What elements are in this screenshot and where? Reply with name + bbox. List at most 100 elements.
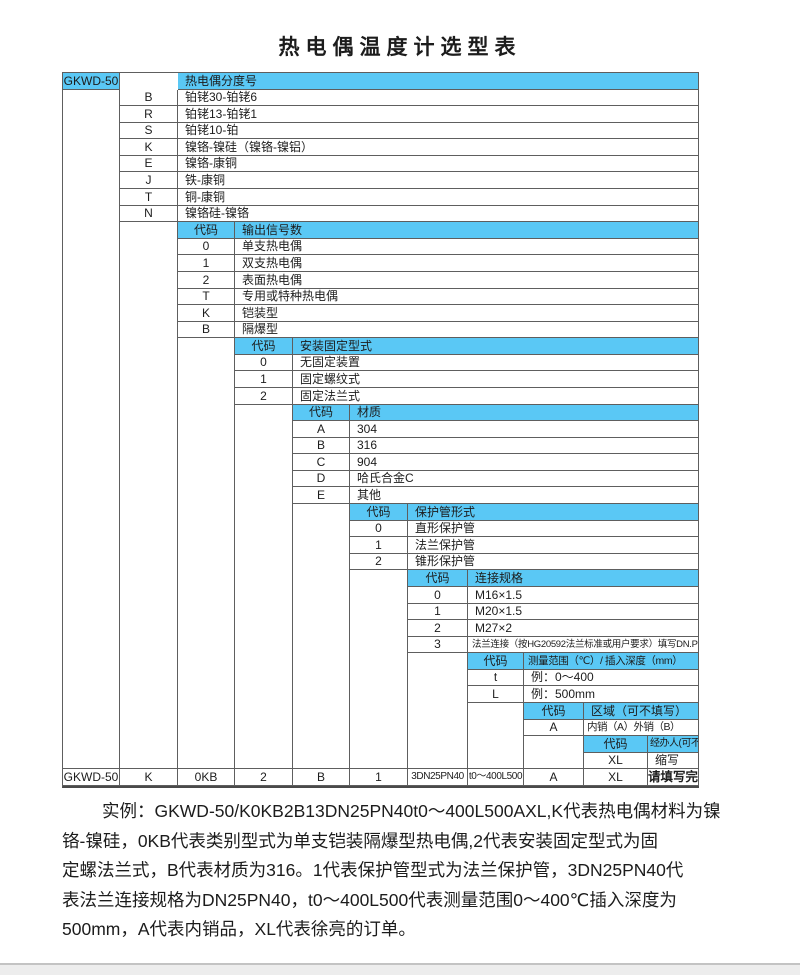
option-code-cell: K [178, 305, 235, 322]
option-label-cell: M16×1.5 [468, 587, 699, 604]
option-code-cell: J [120, 172, 178, 189]
example-note-line: 实例：GKWD-50/K0KB2B13DN25PN40t0～400L500AXL… [102, 801, 721, 821]
option-label-cell: 铁-康铜 [178, 172, 699, 189]
option-label-cell: 例：500mm [524, 686, 699, 703]
option-code-cell: 0 [350, 521, 408, 537]
option-code-cell: T [178, 289, 235, 305]
option-label-cell: M20×1.5 [468, 604, 699, 620]
option-label-cell: 铂铑13-铂铑1 [178, 106, 699, 123]
selector-table: GKWD-50 热电偶分度号 B 铂铑30-铂铑6 R 铂铑13-铂铑1 S 铂铑10-铂 K 镍… [62, 72, 699, 788]
option-code-cell: t [468, 670, 524, 686]
option-label-cell: 铂铑30-铂铑6 [178, 90, 699, 106]
option-code-cell: S [120, 123, 178, 139]
option-label-cell: 哈氏合金C [350, 471, 699, 487]
example-row-cell: GKWD-50 [63, 769, 120, 786]
option-code-cell: E [120, 156, 178, 172]
option-code-cell: 1 [408, 604, 468, 620]
option-label-cell: M27×2 [468, 620, 699, 637]
example-row-cell: 3DN25PN40 [408, 769, 468, 786]
section-code-header-cell: 代码 [235, 338, 293, 355]
option-label-cell: 铠装型 [235, 305, 699, 322]
option-code-cell: 2 [178, 272, 235, 289]
option-label-cell: 镍铬-镍硅（镍铬-镍铝） [178, 139, 699, 156]
option-code-cell: XL [584, 753, 648, 769]
option-code-cell: 0 [408, 587, 468, 604]
option-code-cell: 0 [235, 355, 293, 371]
option-code-cell: 2 [235, 388, 293, 405]
option-label-cell: 单支热电偶 [235, 239, 699, 255]
page-title: 热电偶温度计选型表 [278, 36, 522, 59]
option-label-cell: 法兰连接（按HG20592法兰标准或用户要求）填写DN.PN [468, 637, 699, 653]
option-label-cell: 表面热电偶 [235, 272, 699, 289]
option-code-cell: A [293, 421, 350, 438]
spacer-column-cell [178, 338, 235, 769]
section-code-header-cell: 代码 [524, 703, 584, 720]
option-label-cell: 专用或特种热电偶 [235, 289, 699, 305]
option-label-cell: 锥形保护管 [408, 554, 699, 570]
option-label-cell: 固定螺纹式 [293, 371, 699, 388]
option-code-cell: 2 [350, 554, 408, 570]
option-code-cell: T [120, 189, 178, 206]
section-code-header-cell: 代码 [178, 222, 235, 239]
section-title-cell: 连接规格 [468, 570, 699, 587]
option-label-cell: 内销（A）外销（B） [584, 720, 699, 736]
option-code-cell: 1 [350, 537, 408, 554]
option-label-cell: 无固定装置 [293, 355, 699, 371]
option-label-cell: 316 [350, 438, 699, 454]
option-code-cell: 1 [235, 371, 293, 388]
spacer-column-cell [63, 90, 120, 769]
section-title-cell: 保护管形式 [408, 504, 699, 521]
example-row-cell: B [293, 769, 350, 786]
example-row-cell: XL [584, 769, 648, 786]
example-note-line: 500mm，A代表内销品，XL代表徐亮的订单。 [62, 919, 416, 939]
section-code-header-cell: 代码 [293, 405, 350, 421]
option-code-cell: L [468, 686, 524, 703]
section-code-header-cell: 代码 [468, 653, 524, 670]
example-row-cell: A [524, 769, 584, 786]
option-label-cell: 直形保护管 [408, 521, 699, 537]
section-title-cell: 材质 [350, 405, 699, 421]
option-label-cell: 304 [350, 421, 699, 438]
option-label-cell: 缩写 [648, 753, 699, 769]
option-label-cell: 双支热电偶 [235, 255, 699, 272]
option-code-cell: C [293, 454, 350, 471]
option-label-cell: 其他 [350, 487, 699, 504]
section-title-cell: 输出信号数 [235, 222, 699, 239]
section-title-cell: 安装固定型式 [293, 338, 699, 355]
example-row-cell: 请填写完整 [648, 769, 699, 786]
section-code-header-cell: 代码 [350, 504, 408, 521]
model-code-header-cell: GKWD-50 [63, 73, 120, 90]
section-title-cell: 经办人(可不填写) [648, 736, 699, 753]
example-note-line: 铬-镍硅，0KB代表类别型式为单支铠装隔爆型热电偶,2代表安装固定型式为固 [62, 830, 658, 851]
example-note-line: 表法兰连接规格为DN25PN40，t0～400L500代表测量范围0～400℃插… [62, 889, 677, 910]
option-label-cell: 隔爆型 [235, 322, 699, 338]
option-label-cell: 镍铬-康铜 [178, 156, 699, 172]
section-title-cell: 区域（可不填写） [584, 703, 699, 720]
option-code-cell: D [293, 471, 350, 487]
option-code-cell: B [293, 438, 350, 454]
spacer-column-cell [524, 736, 584, 769]
option-label-cell: 固定法兰式 [293, 388, 699, 405]
option-code-cell: 0 [178, 239, 235, 255]
section-title-cell: 测量范围（℃）/ 插入深度（mm） [524, 653, 699, 670]
example-note: 实例：GKWD-50/K0KB2B13DN25PN40t0～400L500AXL… [62, 797, 752, 945]
option-label-cell: 法兰保护管 [408, 537, 699, 554]
example-row-cell: 0KB [178, 769, 235, 786]
option-label-cell: 例：0～400 [524, 670, 699, 686]
spacer-column-cell [235, 405, 293, 769]
option-code-cell: 3 [408, 637, 468, 653]
option-code-cell: R [120, 106, 178, 123]
option-label-cell: 镍铬硅-镍铬 [178, 206, 699, 222]
option-code-cell: B [178, 322, 235, 338]
option-label-cell: 铜-康铜 [178, 189, 699, 206]
section-code-header-cell: 代码 [584, 736, 648, 753]
example-row-cell: 1 [350, 769, 408, 786]
example-row-cell: K [120, 769, 178, 786]
option-label-cell: 铂铑10-铂 [178, 123, 699, 139]
option-code-cell: B [120, 90, 178, 106]
example-row-cell: t0～400L500 [468, 769, 524, 786]
spacer-column-cell [468, 703, 524, 769]
option-code-cell: N [120, 206, 178, 222]
option-code-cell: K [120, 139, 178, 156]
